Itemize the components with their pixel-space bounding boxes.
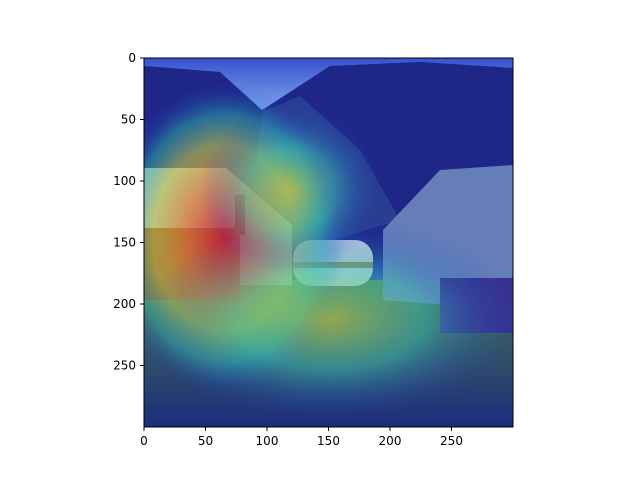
y-tick-label: 50: [121, 113, 136, 127]
x-tick-label: 150: [317, 434, 340, 448]
x-tick-label: 100: [256, 434, 279, 448]
x-tick-label: 0: [140, 434, 148, 448]
heat-hotspot-ground: [144, 220, 513, 420]
x-tick-label: 50: [198, 434, 213, 448]
plot-area: [144, 58, 513, 427]
x-tick-label: 250: [440, 434, 463, 448]
y-tick-label: 150: [113, 236, 136, 250]
y-tick-label: 250: [113, 359, 136, 373]
blue-tint: [144, 58, 513, 427]
x-tick-label: 200: [379, 434, 402, 448]
x-axis: 0 50 100 150 200 250: [140, 427, 463, 448]
y-tick-label: 200: [113, 297, 136, 311]
y-tick-label: 100: [113, 174, 136, 188]
y-tick-label: 0: [128, 51, 136, 65]
heat-hotspot-ridge: [200, 105, 380, 275]
sky: [144, 58, 513, 110]
y-axis: 0 50 100 150 200 250: [113, 51, 144, 373]
